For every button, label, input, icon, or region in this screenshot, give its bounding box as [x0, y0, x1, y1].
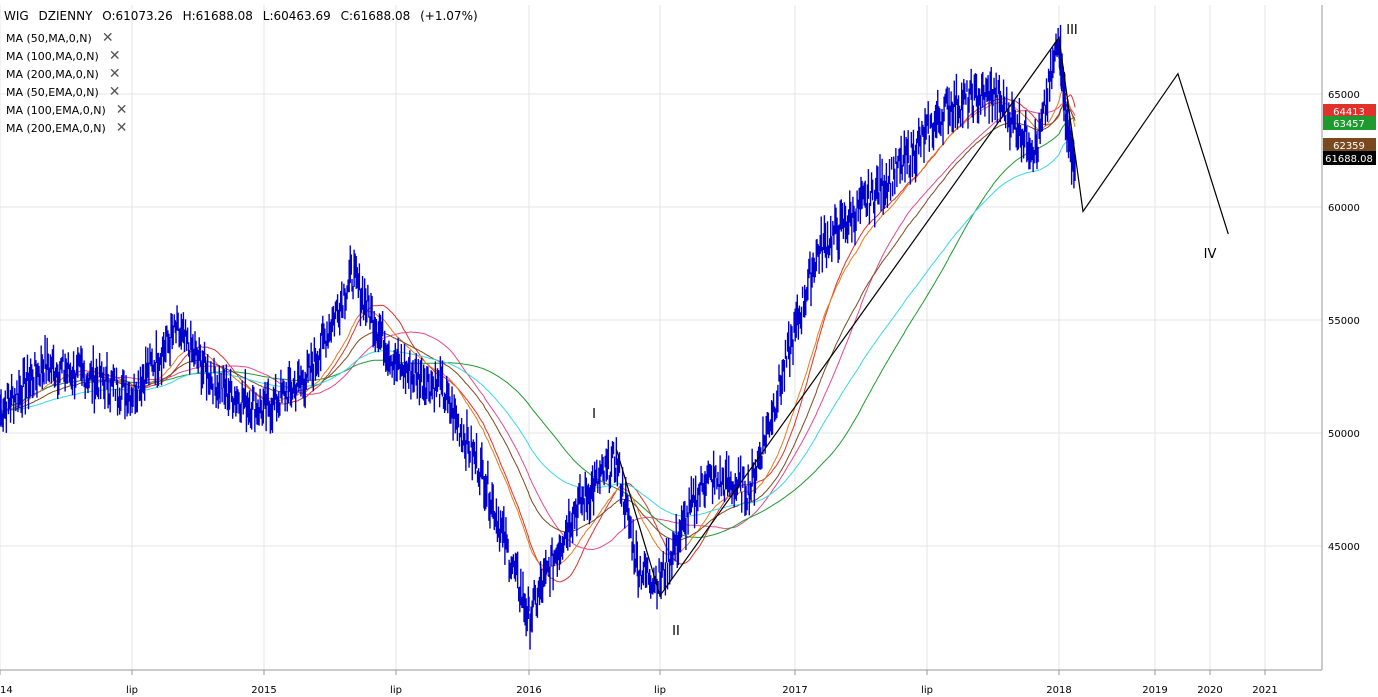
- indicator-label: MA (100,EMA,0,N): [6, 103, 106, 117]
- x-tick-label: lip: [126, 685, 138, 696]
- price-tag-label: 63457: [1333, 119, 1365, 130]
- indicator-item: MA (100,EMA,0,N) ✕: [6, 101, 128, 119]
- indicator-item: MA (200,EMA,0,N) ✕: [6, 119, 128, 137]
- x-tick-label: lip: [390, 685, 402, 696]
- price-tag-label: 62359: [1333, 141, 1365, 152]
- indicator-item: MA (50,MA,0,N) ✕: [6, 29, 128, 47]
- y-tick-label: 45000: [1328, 542, 1360, 553]
- remove-indicator-icon[interactable]: ✕: [101, 30, 114, 46]
- x-tick-label: 2020: [1197, 685, 1222, 696]
- wave-line: [615, 35, 1229, 598]
- indicator-legend: MA (50,MA,0,N) ✕ MA (100,MA,0,N) ✕ MA (2…: [6, 29, 128, 137]
- x-tick-label: 2021: [1252, 685, 1277, 696]
- remove-indicator-icon[interactable]: ✕: [108, 66, 121, 82]
- price-tag: [1323, 138, 1376, 152]
- price-bars: [0, 24, 1076, 650]
- y-tick-label: 60000: [1328, 203, 1360, 214]
- high-value: H:61688.08: [182, 9, 253, 23]
- y-tick-label: 50000: [1328, 429, 1360, 440]
- indicator-item: MA (200,MA,0,N) ✕: [6, 65, 128, 83]
- low-value: L:60463.69: [262, 9, 331, 23]
- remove-indicator-icon[interactable]: ✕: [115, 120, 128, 136]
- x-tick-label: 2014: [0, 685, 13, 696]
- interval-label: DZIENNY: [38, 9, 93, 23]
- x-tick-label: 2017: [782, 685, 807, 696]
- change-value: (+1.07%): [420, 9, 478, 23]
- price-tag-label: 64413: [1333, 107, 1365, 118]
- remove-indicator-icon[interactable]: ✕: [108, 48, 121, 64]
- price-tag: [1323, 104, 1376, 118]
- ma-line: [0, 117, 1075, 539]
- indicator-item: MA (100,MA,0,N) ✕: [6, 47, 128, 65]
- ma-line: [0, 103, 1076, 541]
- wave-label: I: [592, 407, 596, 422]
- price-tag: [1323, 151, 1376, 165]
- indicator-label: MA (50,MA,0,N): [6, 31, 92, 45]
- wave-label: II: [672, 624, 680, 639]
- moving-average-lines: [0, 88, 1076, 583]
- indicator-item: MA (50,EMA,0,N) ✕: [6, 83, 128, 101]
- y-tick-label: 55000: [1328, 316, 1360, 327]
- x-tick-label: lip: [921, 685, 933, 696]
- wave-label: IV: [1204, 247, 1217, 262]
- symbol-label: WIG: [4, 9, 29, 23]
- indicator-label: MA (50,EMA,0,N): [6, 85, 99, 99]
- x-tick-label: lip: [654, 685, 666, 696]
- ma-line: [0, 88, 1076, 568]
- remove-indicator-icon[interactable]: ✕: [115, 102, 128, 118]
- price-tag: [1323, 116, 1376, 130]
- x-tick-label: 2016: [516, 685, 541, 696]
- axes: 45000 50000 55000 60000 65000 2014 lip 2015 lip 2…: [0, 5, 1360, 696]
- x-tick-label: 2018: [1046, 685, 1071, 696]
- ma-line: [0, 141, 1076, 517]
- y-tick-label: 65000: [1328, 90, 1360, 101]
- indicator-label: MA (200,EMA,0,N): [6, 121, 106, 135]
- price-tag-label: 61688.08: [1325, 154, 1373, 165]
- close-value: C:61688.08: [340, 9, 411, 23]
- wave-label: III: [1066, 23, 1078, 38]
- chart-header: WIG DZIENNY O:61073.26 H:61688.08 L:6046…: [4, 9, 484, 23]
- indicator-label: MA (200,MA,0,N): [6, 67, 99, 81]
- ma-line: [0, 102, 1076, 551]
- remove-indicator-icon[interactable]: ✕: [108, 84, 121, 100]
- x-tick-label: 2019: [1142, 685, 1167, 696]
- open-value: O:61073.26: [102, 9, 173, 23]
- x-tick-label: 2015: [251, 685, 276, 696]
- ma-line: [0, 94, 1076, 583]
- indicator-label: MA (100,MA,0,N): [6, 49, 99, 63]
